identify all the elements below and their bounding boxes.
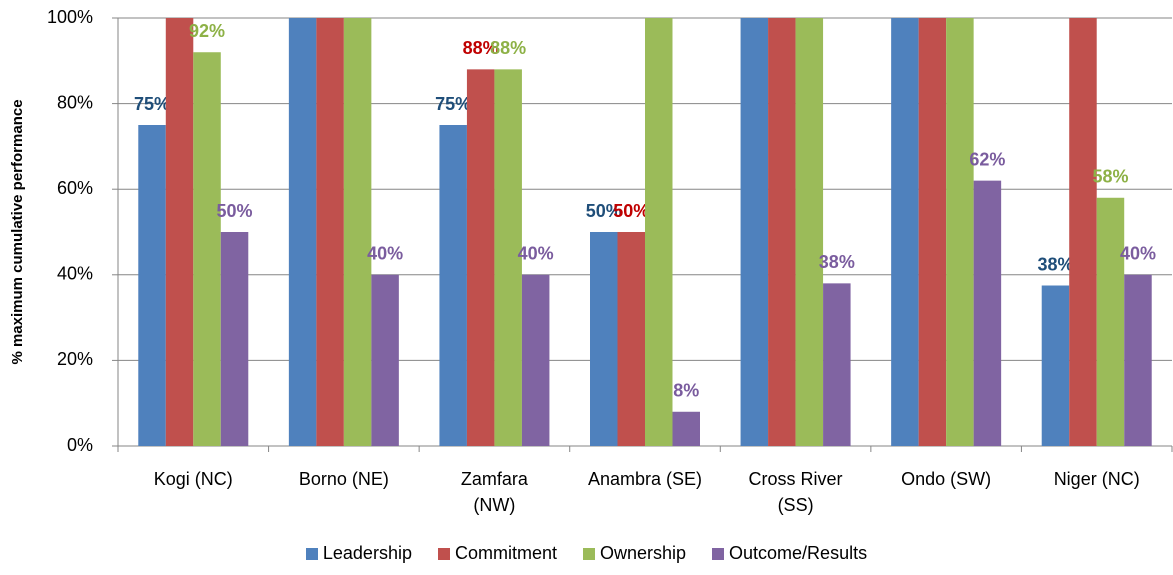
x-tick-label: Niger (NC) (1053, 469, 1140, 489)
bar (973, 180, 1002, 446)
x-tick-label: Borno (NE) (298, 469, 389, 489)
legend-swatch (712, 547, 725, 560)
value-label: 50% (613, 201, 649, 221)
bar (466, 69, 495, 447)
bar (795, 18, 824, 446)
bar (946, 18, 974, 446)
value-label: 50% (217, 201, 253, 221)
legend-item: Commitment (437, 543, 557, 564)
bar (1096, 197, 1125, 446)
bar (1124, 274, 1152, 446)
bar (193, 52, 221, 447)
legend-swatch (305, 547, 318, 560)
y-tick-label: 40% (57, 264, 93, 284)
value-label: 40% (367, 244, 403, 264)
value-label: 40% (1120, 244, 1156, 264)
value-label: 62% (969, 149, 1005, 169)
bar (288, 18, 317, 446)
legend-swatch (582, 547, 595, 560)
bar (165, 18, 194, 446)
legend-item: Ownership (582, 543, 687, 564)
legend-label: Outcome/Results (729, 543, 868, 563)
value-label: 88% (490, 38, 526, 58)
bar (316, 18, 344, 446)
bar (439, 125, 467, 446)
value-label: 8% (673, 381, 699, 401)
bar (590, 232, 618, 446)
bar (891, 18, 919, 446)
legend-label: Ownership (599, 543, 687, 563)
y-tick-label: 20% (57, 349, 93, 369)
y-tick-label: 80% (57, 92, 93, 112)
x-tick-label: Ondo (SW) (901, 469, 992, 489)
bar (138, 125, 166, 446)
legend-item: Leadership (305, 543, 412, 564)
bar (371, 274, 399, 446)
legend-label: Leadership (322, 543, 412, 563)
bar (645, 18, 673, 446)
value-label: 58% (1092, 167, 1128, 187)
x-tick-label: Kogi (NC) (153, 469, 233, 489)
y-tick-label: 60% (57, 178, 93, 198)
value-label: 75% (435, 94, 471, 114)
bar (1041, 285, 1070, 446)
bar (672, 411, 700, 446)
y-tick-label: 100% (47, 7, 93, 27)
value-label: 88% (463, 38, 499, 58)
value-label: 92% (189, 21, 225, 41)
y-axis-title: % maximum cumulative performance (9, 99, 26, 364)
bar (1069, 18, 1097, 446)
bar (740, 18, 769, 446)
legend-swatch (437, 547, 450, 560)
bar (494, 69, 522, 447)
y-tick-label: 0% (67, 435, 93, 455)
value-label: 38% (819, 252, 855, 272)
bar (343, 18, 372, 446)
bar (220, 232, 249, 446)
value-label: 38% (1037, 254, 1073, 274)
bar (768, 18, 796, 446)
bar (617, 232, 645, 446)
x-tick-label: Zamfara (NW) (460, 469, 528, 515)
legend: Leadership Commitment Ownership Outcome/Res… (0, 543, 1173, 564)
value-label: 50% (586, 201, 622, 221)
value-label: 75% (134, 94, 170, 114)
x-tick-label: Anambra (SE) (587, 469, 703, 489)
bar (823, 283, 851, 446)
legend-item: Outcome/Results (712, 543, 867, 564)
bar (918, 18, 947, 446)
bar (521, 274, 550, 446)
legend-label: Commitment (454, 543, 557, 563)
x-tick-label: Cross River (SS) (748, 469, 843, 515)
value-label: 40% (518, 244, 554, 264)
